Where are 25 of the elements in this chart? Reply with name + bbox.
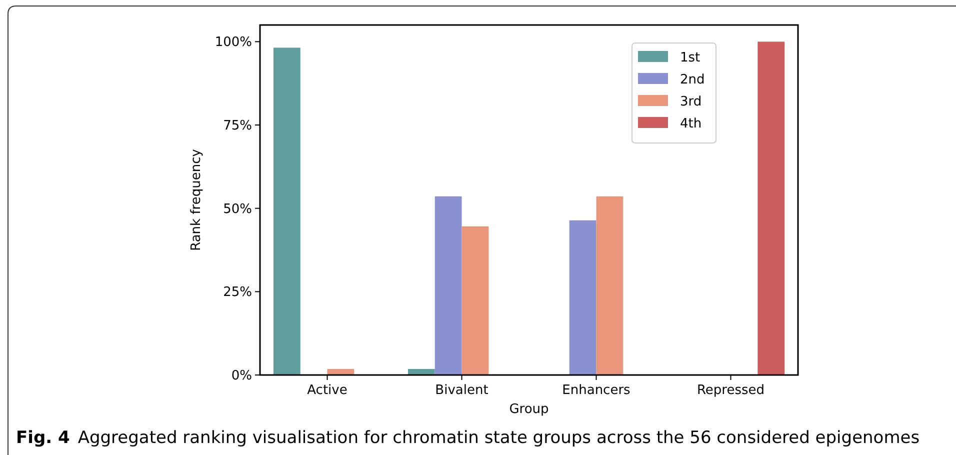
x-tick-label: Enhancers	[562, 383, 631, 398]
x-axis-title: Group	[509, 402, 549, 417]
bar	[758, 42, 785, 375]
y-tick-label: 0%	[231, 368, 252, 384]
x-tick-label: Bivalent	[435, 383, 488, 398]
x-tick-label: Active	[307, 383, 348, 398]
bar	[596, 196, 624, 375]
y-tick-label: 75%	[223, 118, 252, 134]
bar	[569, 220, 596, 375]
x-tick-label: Repressed	[696, 383, 765, 398]
text: Aggregated ranking visualisation for chromatin state groups across the 56 considered epigenomes	[78, 428, 920, 448]
bar	[273, 48, 300, 375]
bar	[434, 196, 462, 375]
bar	[462, 226, 489, 375]
legend-label: 1st	[680, 50, 700, 66]
legend-label: 2nd	[680, 72, 705, 88]
y-tick-label: 25%	[223, 285, 252, 300]
y-axis-title: Rank frequency	[189, 148, 204, 251]
caption: Fig. 4	[16, 428, 70, 448]
y-tick-label: 100%	[214, 35, 252, 50]
y-tick-label: 50%	[223, 202, 252, 217]
bar	[408, 369, 435, 375]
legend-label: 3rd	[680, 94, 702, 110]
bar	[327, 369, 354, 375]
legend-label: 4th	[680, 116, 702, 132]
